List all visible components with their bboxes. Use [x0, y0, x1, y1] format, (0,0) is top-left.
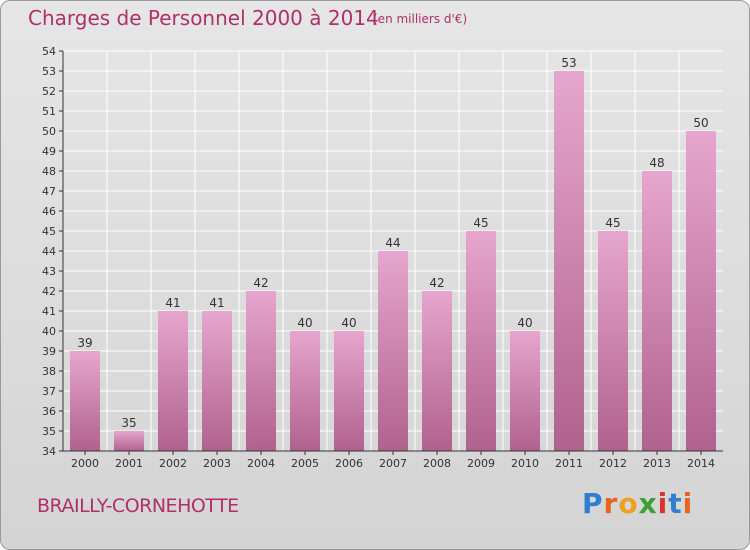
bar [70, 351, 100, 451]
y-tick-label: 39 [42, 345, 56, 358]
brand-letter: r [603, 487, 619, 520]
data-label: 35 [121, 416, 136, 430]
y-tick-label: 53 [42, 65, 56, 78]
data-label: 42 [429, 276, 444, 290]
y-tick-label: 34 [42, 445, 56, 458]
bar [642, 171, 672, 451]
x-tick-label: 2000 [71, 457, 99, 470]
x-tick-label: 2003 [203, 457, 231, 470]
proxiti-logo[interactable]: Proxiti [582, 487, 693, 520]
x-tick-label: 2013 [643, 457, 671, 470]
x-tick-label: 2010 [511, 457, 539, 470]
brand-letter: i [657, 487, 669, 520]
chart-title: Charges de Personnel 2000 à 2014 [28, 6, 379, 30]
data-label: 45 [473, 216, 488, 230]
brand-letter: t [668, 487, 683, 520]
data-label: 45 [605, 216, 620, 230]
x-tick-label: 2001 [115, 457, 143, 470]
y-tick-label: 48 [42, 165, 56, 178]
data-label: 48 [649, 156, 664, 170]
x-tick-label: 2008 [423, 457, 451, 470]
y-tick-label: 51 [42, 105, 56, 118]
data-label: 40 [341, 316, 356, 330]
data-label: 53 [561, 56, 576, 70]
bar [290, 331, 320, 451]
x-tick-label: 2014 [687, 457, 715, 470]
brand-letter: i [682, 487, 694, 520]
y-tick-label: 52 [42, 85, 56, 98]
x-tick-label: 2007 [379, 457, 407, 470]
bar [554, 71, 584, 451]
y-tick-label: 47 [42, 185, 56, 198]
x-tick-label: 2011 [555, 457, 583, 470]
x-tick-label: 2006 [335, 457, 363, 470]
x-tick-label: 2004 [247, 457, 275, 470]
y-tick-label: 45 [42, 225, 56, 238]
bar [114, 431, 144, 451]
y-tick-label: 36 [42, 405, 56, 418]
x-tick-label: 2012 [599, 457, 627, 470]
y-tick-label: 41 [42, 305, 56, 318]
bar [334, 331, 364, 451]
data-label: 50 [693, 116, 708, 130]
bar [246, 291, 276, 451]
bar [598, 231, 628, 451]
data-label: 40 [517, 316, 532, 330]
data-label: 41 [165, 296, 180, 310]
bar [158, 311, 188, 451]
data-label: 42 [253, 276, 268, 290]
y-tick-label: 54 [42, 45, 56, 58]
y-tick-label: 38 [42, 365, 56, 378]
y-tick-labels: 34 35 36 37 38 39 40 41 42 43 44 45 46 47 48 49 50 51 52 53… [42, 45, 56, 458]
y-tick-label: 37 [42, 385, 56, 398]
y-tick-label: 46 [42, 205, 56, 218]
x-tick-label: 2005 [291, 457, 319, 470]
axes [59, 50, 723, 455]
x-tick-label: 2002 [159, 457, 187, 470]
y-tick-label: 40 [42, 325, 56, 338]
bar [466, 231, 496, 451]
bar [378, 251, 408, 451]
brand-letter: o [618, 487, 639, 520]
y-tick-label: 49 [42, 145, 56, 158]
bar [510, 331, 540, 451]
y-tick-label: 42 [42, 285, 56, 298]
chart-subtitle: (en milliers d'€) [373, 12, 468, 26]
brand-letter: P [582, 487, 604, 520]
data-label: 39 [77, 336, 92, 350]
bars [70, 71, 716, 451]
brand-letter: x [638, 487, 658, 520]
data-label: 41 [209, 296, 224, 310]
commune-name: BRAILLY-CORNEHOTTE [37, 495, 239, 517]
bar [202, 311, 232, 451]
x-tick-label: 2009 [467, 457, 495, 470]
data-labels: 39 35 41 41 42 40 40 44 42 45 40 53 45 48 50 [77, 56, 708, 430]
y-tick-label: 50 [42, 125, 56, 138]
bar [686, 131, 716, 451]
data-label: 40 [297, 316, 312, 330]
bar [422, 291, 452, 451]
y-tick-label: 43 [42, 265, 56, 278]
data-label: 44 [385, 236, 400, 250]
x-tick-labels: 2000 2001 2002 2003 2004 2005 2006 2007 2008 2009… [71, 457, 715, 470]
y-tick-label: 35 [42, 425, 56, 438]
y-tick-label: 44 [42, 245, 56, 258]
